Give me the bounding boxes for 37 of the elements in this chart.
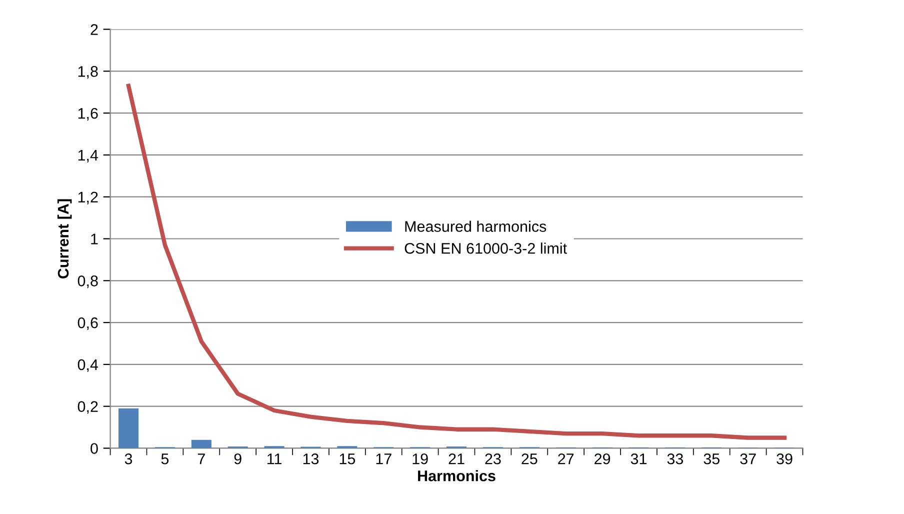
y-tick-label: 1,8 xyxy=(78,66,98,79)
x-tick-label: 7 xyxy=(198,454,205,464)
x-tick-label: 19 xyxy=(412,453,428,464)
x-tick-label: 5 xyxy=(161,454,169,464)
y-tick-label: 0,8 xyxy=(78,276,98,288)
bar xyxy=(191,440,212,448)
x-tick-label: 27 xyxy=(558,453,574,464)
x-tick-label: 15 xyxy=(340,454,356,464)
x-tick-label: 37 xyxy=(740,453,756,464)
y-tick-label: 2 xyxy=(90,24,98,35)
y-tick-label: 0 xyxy=(90,443,98,454)
y-tick-label: 1,6 xyxy=(78,108,98,121)
x-tick-label: 13 xyxy=(303,453,319,464)
y-tick-label: 1 xyxy=(91,234,98,244)
bar xyxy=(118,408,139,448)
x-tick-label: 9 xyxy=(234,453,242,464)
x-tick-label: 23 xyxy=(485,453,501,464)
x-tick-label: 17 xyxy=(376,454,392,464)
x-tick-label: 31 xyxy=(630,453,646,464)
y-tick-label: 0,6 xyxy=(78,317,98,330)
x-tick-label: 21 xyxy=(448,453,464,464)
line-series xyxy=(126,84,787,440)
x-tick-label: 39 xyxy=(776,453,792,464)
y-tick-label: 1,2 xyxy=(78,192,98,204)
y-axis-title: Current [A] xyxy=(57,199,72,278)
x-axis-title: Harmonics xyxy=(418,470,496,482)
y-tick-label: 1,4 xyxy=(78,150,98,162)
x-tick-label: 25 xyxy=(522,453,538,464)
x-tick-label: 29 xyxy=(594,453,610,464)
x-tick-label: 35 xyxy=(704,453,720,464)
x-tick-label: 33 xyxy=(667,453,684,464)
x-tick-label: 3 xyxy=(124,453,132,464)
y-tick-label: 0,4 xyxy=(78,359,98,372)
x-tick-label: 11 xyxy=(268,454,282,464)
legend-label: Measured harmonics xyxy=(405,220,546,232)
y-tick-label: 0,2 xyxy=(78,401,98,414)
legend-label: CSN EN 61000-3-2 limit xyxy=(404,242,567,254)
